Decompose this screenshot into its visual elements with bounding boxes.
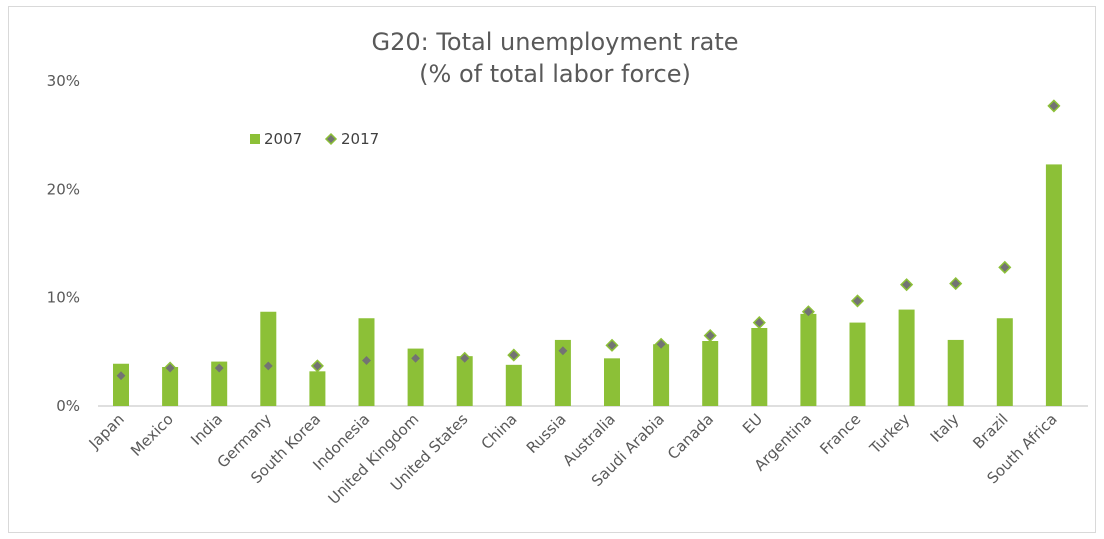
bar-2007-france [849, 322, 866, 406]
x-tick-label-canada: Canada [664, 410, 717, 463]
chart-subtitle: (% of total labor force) [419, 60, 691, 88]
bar-2007-russia [554, 339, 571, 406]
y-tick-label: 30% [47, 72, 80, 90]
x-tick-label-russia: Russia [523, 410, 570, 457]
marker-2017-mexico [163, 361, 177, 375]
bar-2007-eu [751, 328, 768, 406]
marker-2017-brazil [998, 260, 1012, 274]
bar-2007-argentina [800, 313, 817, 406]
marker-2017-india [212, 361, 226, 375]
x-tick-label-china: China [478, 410, 521, 453]
marker-2017-china [507, 348, 521, 362]
bar-2007-italy [947, 339, 964, 406]
marker-2017-italy [949, 277, 963, 291]
bar-2007-china [505, 364, 522, 406]
marker-2017-japan [114, 369, 128, 383]
bar-2007-south-africa [1045, 164, 1062, 406]
marker-2017-france [850, 294, 865, 308]
legend-label-2007: 2007 [264, 130, 302, 148]
bar-2007-germany [260, 311, 277, 406]
bar-2007-australia [604, 358, 620, 406]
marker-2017-united-kingdom [409, 351, 423, 365]
marker-2017-united-states [458, 351, 472, 365]
marker-2017-eu [752, 316, 766, 330]
x-tick-label-brazil: Brazil [969, 410, 1011, 452]
y-tick-label: 20% [47, 180, 80, 198]
legend-label-2017: 2017 [341, 130, 379, 148]
bar-2007-turkey [898, 309, 915, 406]
marker-2017-argentina [801, 305, 815, 319]
bar-2007-saudi-arabia [653, 344, 670, 406]
chart-title: G20: Total unemployment rate [371, 28, 738, 56]
bar-2007-brazil [996, 318, 1013, 406]
chart-frame [8, 6, 1096, 533]
legend: 2007 2017 [250, 130, 379, 148]
marker-2017-canada [703, 329, 717, 343]
marker-2017-south-africa [1047, 99, 1061, 113]
marker-2017-russia [556, 344, 570, 358]
markers-2017 [114, 99, 1061, 383]
bar-2007-united-kingdom [407, 348, 424, 406]
x-tick-label-united-kingdom: United Kingdom [325, 410, 423, 508]
x-tick-label-india: India [187, 410, 226, 449]
x-tick-label-eu: EU [739, 410, 766, 437]
x-tick-label-italy: Italy [927, 410, 963, 446]
bar-2007-united-states [456, 356, 473, 406]
x-tick-label-mexico: Mexico [127, 410, 177, 460]
x-tick-label-turkey: Turkey [865, 410, 913, 458]
x-tick-label-japan: Japan [85, 410, 128, 453]
bar-2007-mexico [162, 367, 179, 406]
marker-2017-indonesia [359, 353, 374, 368]
y-axis: 0% 10% 20% 30% [47, 72, 80, 415]
marker-2017-saudi-arabia [654, 337, 668, 351]
x-tick-label-france: France [816, 410, 864, 458]
y-tick-label: 10% [47, 289, 80, 307]
legend-swatch-2017 [324, 132, 338, 146]
marker-2017-germany [261, 359, 275, 373]
marker-2017-australia [605, 338, 619, 352]
legend-swatch-2007 [250, 134, 260, 144]
bars-2007 [113, 164, 1062, 406]
marker-2017-turkey [900, 278, 914, 292]
bar-2007-canada [702, 341, 719, 406]
y-tick-label: 0% [56, 397, 80, 415]
bar-2007-south-korea [309, 371, 326, 406]
marker-2017-south-korea [310, 359, 324, 373]
bar-2007-india [211, 361, 228, 406]
